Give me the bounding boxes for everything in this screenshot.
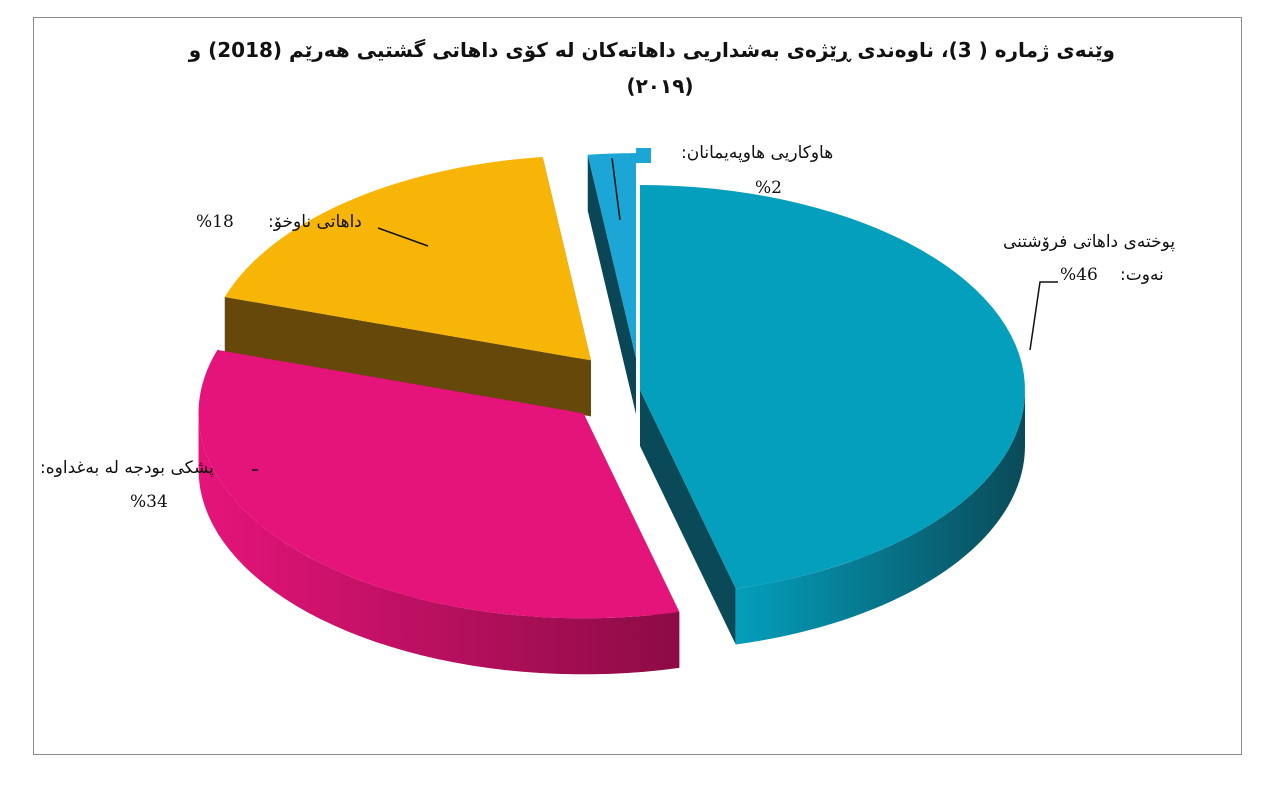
slice-label-baghdad: پشکی بودجە لە بەغداوە: (40, 458, 214, 478)
coalition-legend-swatch (636, 148, 651, 163)
slice-wall-3-0 (587, 154, 636, 415)
slice-top-1 (198, 349, 680, 619)
slice-value-coalition: %2 (755, 178, 782, 198)
slice-value-internal: %18 (196, 212, 234, 232)
slice-top-0 (640, 185, 1025, 589)
slice-label-internal: داهاتی ناوخۆ: (268, 212, 362, 232)
slice-rim-1-0 (198, 413, 680, 675)
slice-label-oil-line-2: نەوت: (1120, 265, 1164, 285)
slice-label-oil-line-1: پوختەی داهاتی فرۆشتنی (1003, 232, 1176, 252)
slice-top-3 (587, 153, 636, 359)
slice-value-oil: %46 (1060, 265, 1098, 285)
leader-line-internal (377, 227, 429, 247)
chart-title-line-1: وێنەی ژمارە ( 3)، ناوەندی ڕێژەی بەشداریی… (188, 38, 1115, 62)
slice-top-2 (224, 156, 591, 361)
leader-line-coalition (611, 157, 621, 221)
slice-wall-0-1 (640, 390, 736, 645)
leader-line-oil (1029, 281, 1058, 351)
slice-rim-0-0 (735, 390, 1025, 645)
slice-value-baghdad: %34 (130, 492, 168, 512)
slice-label-coalition: هاوکاریی هاوپەیمانان: (681, 143, 834, 163)
chart-title-line-2: (٢٠١٩) (626, 74, 694, 98)
slice-wall-2-0 (224, 296, 591, 417)
